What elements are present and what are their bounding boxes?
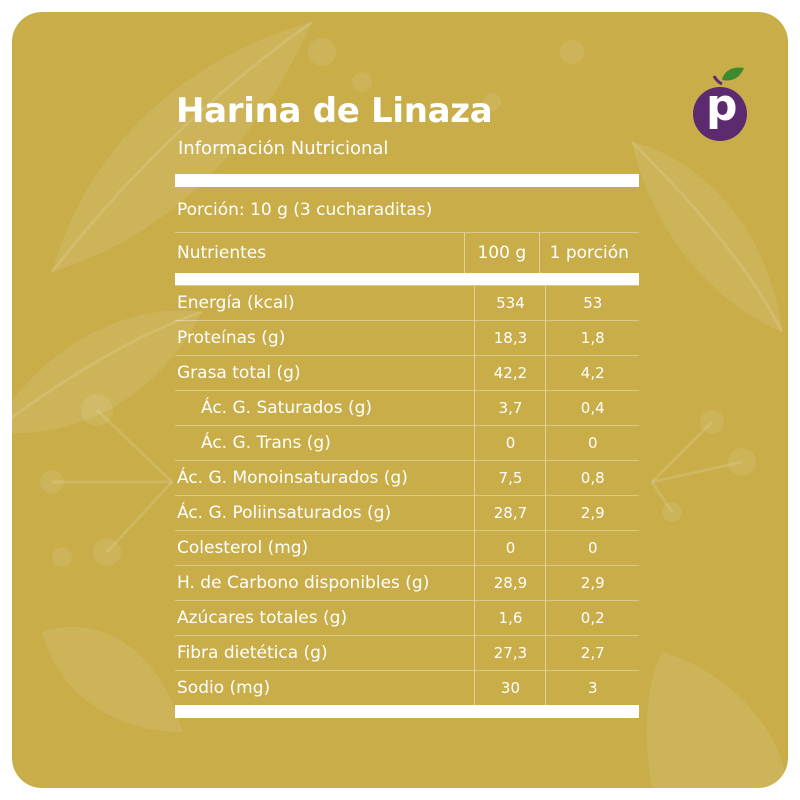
- value-100g: 0: [474, 530, 546, 566]
- logo-letter: p: [706, 80, 738, 131]
- nutrient-name: Colesterol (mg): [175, 530, 475, 566]
- table-row: Colesterol (mg) 0 0: [175, 530, 639, 566]
- value-portion: 0,2: [545, 600, 639, 636]
- table-row: Fibra dietética (g) 27,3 2,7: [175, 635, 639, 671]
- table-row: Ác. G. Trans (g) 0 0: [175, 425, 639, 461]
- nutrient-name: Ác. G. Saturados (g): [175, 390, 475, 426]
- table-row: Ác. G. Monoinsaturados (g) 7,5 0,8: [175, 460, 639, 496]
- botanical-background: [12, 20, 788, 788]
- value-100g: 534: [474, 285, 546, 321]
- value-portion: 0: [545, 530, 639, 566]
- nutrient-name: Azúcares totales (g): [175, 600, 475, 636]
- value-100g: 28,7: [474, 495, 546, 531]
- value-portion: 0,4: [545, 390, 639, 426]
- value-100g: 1,6: [474, 600, 546, 636]
- header-portion: 1 porción: [538, 233, 639, 273]
- nutrient-name: Ác. G. Monoinsaturados (g): [175, 460, 475, 496]
- table-header-row: Nutrientes 100 g 1 porción: [175, 233, 639, 273]
- value-portion: 2,9: [545, 495, 639, 531]
- table-row: Sodio (mg) 30 3: [175, 670, 639, 705]
- table-row: H. de Carbono disponibles (g) 28,9 2,9: [175, 565, 639, 601]
- nutrient-name: Ác. G. Trans (g): [175, 425, 475, 461]
- top-divider-bar: [175, 174, 639, 187]
- value-100g: 3,7: [474, 390, 546, 426]
- nutrient-name: Sodio (mg): [175, 670, 475, 705]
- value-portion: 0: [545, 425, 639, 461]
- table-row: Ác. G. Poliinsaturados (g) 28,7 2,9: [175, 495, 639, 531]
- nutrient-name: Energía (kcal): [175, 285, 475, 321]
- table-row: Energía (kcal) 534 53: [175, 285, 639, 321]
- nutrient-name: H. de Carbono disponibles (g): [175, 565, 475, 601]
- value-portion: 53: [545, 285, 639, 321]
- table-row: Proteínas (g) 18,3 1,8: [175, 320, 639, 356]
- bottom-divider-bar: [175, 705, 639, 718]
- nutrient-name: Proteínas (g): [175, 320, 475, 356]
- nutrient-name: Fibra dietética (g): [175, 635, 475, 671]
- nutrient-name: Grasa total (g): [175, 355, 475, 391]
- header-100g: 100 g: [464, 233, 539, 273]
- value-100g: 18,3: [474, 320, 546, 356]
- value-100g: 27,3: [474, 635, 546, 671]
- value-100g: 28,9: [474, 565, 546, 601]
- plum-logo-icon: p: [692, 66, 752, 146]
- value-portion: 4,2: [545, 355, 639, 391]
- table-row: Grasa total (g) 42,2 4,2: [175, 355, 639, 391]
- header-nutrients: Nutrientes: [177, 243, 267, 263]
- value-100g: 30: [474, 670, 546, 705]
- table-row: Ác. G. Saturados (g) 3,7 0,4: [175, 390, 639, 426]
- page-subtitle: Información Nutricional: [178, 138, 389, 159]
- nutrient-rows: Energía (kcal) 534 53 Proteínas (g) 18,3 1,8 G…: [175, 285, 639, 705]
- value-portion: 2,9: [545, 565, 639, 601]
- value-portion: 1,8: [545, 320, 639, 356]
- value-100g: 42,2: [474, 355, 546, 391]
- nutrition-table: Porción: 10 g (3 cucharaditas) Nutriente…: [175, 174, 639, 718]
- nutrient-name: Ác. G. Poliinsaturados (g): [175, 495, 475, 531]
- value-portion: 0,8: [545, 460, 639, 496]
- value-portion: 3: [545, 670, 639, 705]
- header-divider-bar: [175, 273, 639, 285]
- value-100g: 7,5: [474, 460, 546, 496]
- table-row: Azúcares totales (g) 1,6 0,2: [175, 600, 639, 636]
- value-100g: 0: [474, 425, 546, 461]
- nutrition-card: p Harina de Linaza Información Nutricion…: [12, 12, 788, 788]
- nutrient-table: Nutrientes 100 g 1 porción: [175, 233, 639, 273]
- value-portion: 2,7: [545, 635, 639, 671]
- portion-info: Porción: 10 g (3 cucharaditas): [175, 187, 639, 233]
- page-title: Harina de Linaza: [176, 91, 493, 131]
